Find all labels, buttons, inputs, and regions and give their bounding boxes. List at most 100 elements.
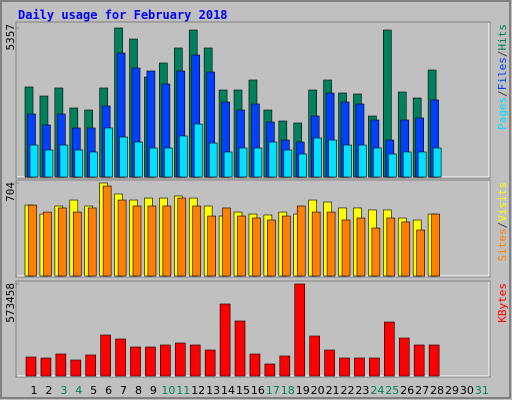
bar <box>219 303 231 377</box>
x-tick-label: 20 <box>311 384 325 397</box>
bar <box>431 213 440 277</box>
bar <box>29 144 39 178</box>
x-tick-label: 6 <box>105 384 112 397</box>
bar <box>58 207 67 277</box>
bar <box>223 151 233 178</box>
bar <box>249 353 261 377</box>
x-tick-label: 5 <box>90 384 97 397</box>
bar <box>179 135 188 178</box>
x-tick-label: 22 <box>340 384 354 397</box>
bar <box>55 353 67 377</box>
bar <box>238 147 248 178</box>
bar <box>417 151 427 178</box>
legend-entry: KBytes <box>496 283 509 323</box>
bar <box>428 344 440 377</box>
bar <box>25 356 37 377</box>
bar <box>373 147 382 178</box>
legend: Sites/Visits <box>496 182 509 262</box>
x-tick-label: 10 <box>161 384 175 397</box>
bar <box>132 205 142 277</box>
x-tick-label: 16 <box>251 384 265 397</box>
bar <box>208 142 218 178</box>
bar <box>192 205 202 277</box>
bar <box>279 355 291 377</box>
x-tick-label: 8 <box>135 384 142 397</box>
x-tick-label: 11 <box>176 384 190 397</box>
legend-entry: Hits <box>496 24 509 51</box>
bar <box>358 144 367 178</box>
x-tick-label: 15 <box>236 384 250 397</box>
x-tick-label: 25 <box>385 384 399 397</box>
bar <box>416 229 425 277</box>
x-tick-label: 12 <box>191 384 205 397</box>
bar <box>72 211 82 277</box>
x-tick-label: 18 <box>281 384 295 397</box>
bar <box>115 338 126 377</box>
x-tick-label: 27 <box>415 384 429 397</box>
y-tick-label: 5357 <box>4 24 17 51</box>
legend-separator: / <box>496 222 509 229</box>
bar <box>104 127 113 178</box>
bar <box>189 344 201 377</box>
x-tick-label: 29 <box>445 384 459 397</box>
x-tick-label: 4 <box>75 384 82 397</box>
bar <box>283 149 293 178</box>
x-tick-label: 31 <box>475 384 489 397</box>
bar <box>87 207 97 277</box>
bar <box>313 137 322 178</box>
x-tick-label: 30 <box>460 384 474 397</box>
bar <box>43 211 52 277</box>
bar <box>44 149 54 178</box>
bar <box>294 283 306 377</box>
bar <box>268 141 278 178</box>
x-tick-label: 14 <box>221 384 235 397</box>
bar <box>234 320 246 377</box>
bar <box>267 219 276 277</box>
bar <box>343 144 352 178</box>
legend-entry: Sites <box>496 228 509 261</box>
bar <box>282 215 291 277</box>
bar <box>162 205 172 277</box>
bar <box>326 211 336 277</box>
y-tick-label: 573458 <box>4 283 17 323</box>
bar <box>354 357 365 377</box>
bar <box>328 139 337 178</box>
legend-entry: Files <box>496 57 509 90</box>
bar <box>309 335 320 377</box>
x-tick-label: 24 <box>370 384 384 397</box>
bar <box>237 215 246 277</box>
x-tick-label: 3 <box>60 384 67 397</box>
bar <box>193 123 203 178</box>
bar <box>177 197 187 277</box>
x-tick-label: 19 <box>296 384 310 397</box>
bar <box>59 144 69 178</box>
bar <box>100 334 111 377</box>
bar <box>164 147 173 178</box>
bar <box>388 153 397 178</box>
bar <box>298 153 308 178</box>
bar <box>264 363 276 377</box>
bar <box>371 227 381 277</box>
bar <box>222 207 231 277</box>
bar <box>324 349 335 377</box>
bar <box>296 205 306 277</box>
x-tick-label: 17 <box>266 384 280 397</box>
bar <box>401 221 411 277</box>
bar <box>145 346 156 377</box>
bar <box>356 217 366 277</box>
bar <box>369 357 380 377</box>
x-tick-label: 23 <box>355 384 369 397</box>
bar <box>204 349 216 377</box>
bar <box>386 217 396 277</box>
bar <box>149 147 158 178</box>
y-tick-label: 704 <box>4 182 17 202</box>
chart-title: Daily usage for February 2018 <box>18 8 228 22</box>
bar <box>40 357 52 377</box>
x-tick-label: 2 <box>45 384 52 397</box>
x-tick-label: 7 <box>120 384 127 397</box>
bar <box>85 354 97 377</box>
bar <box>147 205 157 277</box>
bar <box>384 321 395 377</box>
